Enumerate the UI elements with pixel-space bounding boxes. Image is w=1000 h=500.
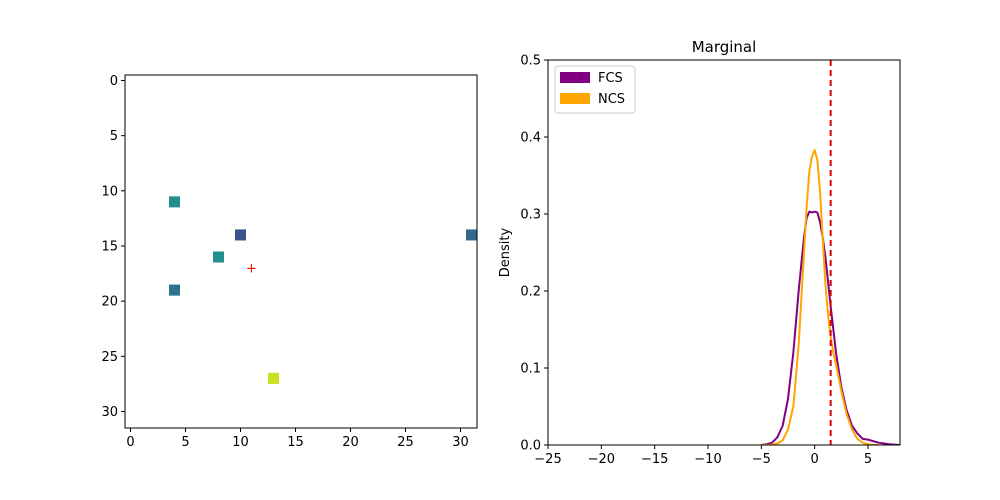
y-tick-label: 15 <box>101 239 118 254</box>
x-tick-label: −15 <box>641 452 668 467</box>
y-tick-label: 30 <box>101 405 118 420</box>
x-tick-label: −10 <box>694 452 721 467</box>
y-tick-label: 10 <box>101 184 118 199</box>
x-tick-label: −5 <box>752 452 771 467</box>
y-tick-label: 25 <box>101 350 118 365</box>
y-axis-label: Density <box>498 227 513 277</box>
heatmap-cell <box>169 196 180 207</box>
heatmap-cell <box>235 229 246 240</box>
legend-swatch-ncs <box>560 93 590 104</box>
marker-plus: + <box>246 262 257 277</box>
x-tick-label: 5 <box>864 452 872 467</box>
y-tick-label: 5 <box>110 129 118 144</box>
x-tick-label: 5 <box>181 435 189 450</box>
heatmap-cell <box>466 229 477 240</box>
y-tick-label: 0.5 <box>520 54 541 69</box>
y-tick-label: 0 <box>110 74 118 89</box>
heatmap-panel: +0 5 10 15 20 25 30 0 5 10 15 20 25 30 <box>101 74 477 450</box>
y-tick-label: 20 <box>101 295 118 310</box>
x-tick-label: −25 <box>534 452 561 467</box>
y-tick-label: 0.1 <box>520 362 541 377</box>
x-tick-label: 0 <box>126 435 134 450</box>
legend-swatch-fcs <box>560 72 590 83</box>
chart-title: Marginal <box>692 38 757 56</box>
x-tick-label: 25 <box>397 435 414 450</box>
x-tick-label: 30 <box>452 435 469 450</box>
density-panel: −25 −20 −15 −10 −5 0 5 0.0 0.1 0.2 0.3 0.4 0.5 Margin… <box>498 38 900 467</box>
heatmap-cell <box>268 373 279 384</box>
legend-label-ncs: NCS <box>598 92 625 107</box>
y-tick-label: 0.3 <box>520 208 541 223</box>
x-tick-label: 10 <box>232 435 249 450</box>
y-tick-label: 0.0 <box>520 439 541 454</box>
heatmap-cell <box>169 285 180 296</box>
heatmap-cell <box>213 252 224 263</box>
density-axes-frame <box>548 60 900 445</box>
legend: FCS NCS <box>555 66 635 113</box>
x-tick-label: 0 <box>811 452 819 467</box>
heatmap-axes-frame <box>125 75 477 428</box>
series-line-ncs <box>761 150 878 445</box>
y-tick-label: 0.2 <box>520 285 541 300</box>
y-tick-label: 0.4 <box>520 131 541 146</box>
x-tick-label: −20 <box>588 452 615 467</box>
x-tick-label: 15 <box>287 435 304 450</box>
x-tick-label: 20 <box>342 435 359 450</box>
legend-label-fcs: FCS <box>598 71 623 86</box>
